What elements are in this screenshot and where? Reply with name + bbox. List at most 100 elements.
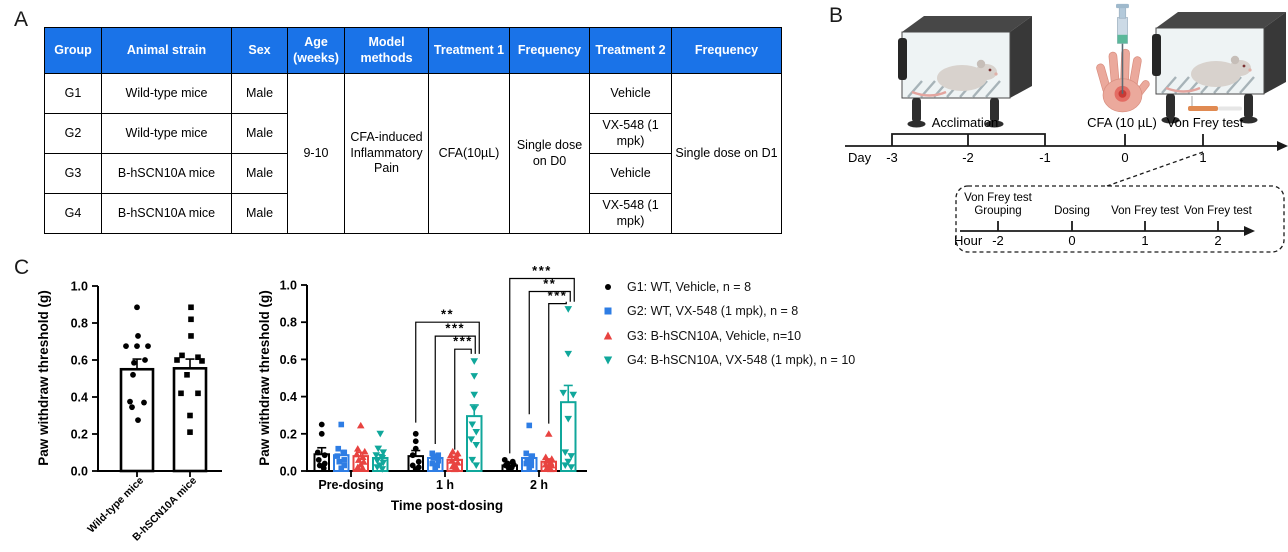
significance-bracket: [454, 348, 472, 450]
chart-text: 0.8: [71, 317, 88, 331]
cell-age: 9-10: [287, 73, 345, 234]
day-tick: -2: [962, 150, 974, 165]
hour-event-vf0: Von Frey test: [964, 192, 1033, 204]
significance-stars: ***: [532, 263, 552, 278]
chart-text: 1.0: [71, 280, 88, 294]
significance-stars: ***: [453, 334, 473, 349]
hour-tick: 0: [1068, 233, 1075, 248]
cell-treatment2: Vehicle: [589, 153, 672, 194]
cell-group: G3: [44, 153, 102, 194]
table-row-g2: G2 Wild-type mice Male VX-548 (1 mpk): [44, 113, 782, 154]
significance-stars: ***: [548, 288, 568, 303]
cell-sex: Male: [231, 113, 288, 154]
hour-tick: 1: [1141, 233, 1148, 248]
x-axis-label: Time post-dosing: [391, 498, 503, 513]
x-category-label: Wild-type mice: [85, 475, 146, 536]
hour-event-grouping: Grouping: [974, 205, 1021, 217]
cell-sex: Male: [231, 193, 288, 234]
significance-bracket: [528, 290, 571, 415]
hour-timeline: Von Frey test Grouping Dosing Von Frey t…: [964, 192, 1253, 217]
square-marker-icon: [604, 307, 612, 315]
cell-sex: Male: [231, 153, 288, 194]
chart-text: 0.6: [71, 354, 88, 368]
legend-item-g2: G2: WT, VX-548 (1 mpk), n = 8: [601, 304, 855, 319]
cell-strain: Wild-type mice: [101, 113, 232, 154]
cell-model: CFA-induced Inflammatory Pain: [344, 73, 429, 234]
cell-group: G4: [44, 193, 102, 234]
triangle-down-marker-icon: [603, 356, 613, 365]
chart-text: 0.4: [71, 391, 88, 405]
hour-event-dosing: Dosing: [1054, 205, 1090, 217]
bars-layer: [313, 306, 578, 473]
day-tick: 0: [1121, 150, 1128, 165]
cfa-label: CFA (10 µL): [1087, 115, 1157, 130]
day-timeline: [845, 133, 1288, 151]
legend-label: G1: WT, Vehicle, n = 8: [627, 279, 752, 294]
table-header-row: Group Animal strain Sex Age (weeks) Mode…: [44, 27, 782, 74]
significance-stars: ***: [445, 321, 465, 336]
cell-strain: B-hSCN10A mice: [101, 193, 232, 234]
cell-treatment2: VX-548 (1 mpk): [589, 193, 672, 234]
chart-text: 0.6: [280, 353, 297, 367]
header-group: Group: [44, 27, 102, 74]
table-row-g1: G1 Wild-type mice Male 9-10 CFA-induced …: [44, 73, 782, 234]
x-category-label: 1 h: [436, 478, 454, 492]
chart-text: 1.0: [280, 279, 297, 293]
day-axis-label: Day: [848, 150, 872, 165]
hour-event-vf2: Von Frey test: [1184, 205, 1253, 217]
day-tick: -1: [1039, 150, 1051, 165]
legend-label: G4: B-hSCN10A, VX-548 (1 mpk), n = 10: [627, 353, 856, 367]
hour-axis-label: Hour: [954, 233, 983, 248]
header-frequency2: Frequency: [671, 27, 782, 74]
significance-bracket: [434, 335, 476, 445]
significance-bracket: [548, 301, 567, 424]
legend-item-g1: G1: WT, Vehicle, n = 8: [601, 279, 855, 294]
x-category-label: Pre-dosing: [318, 478, 383, 492]
panel-c-label: C: [14, 256, 30, 279]
bar: [172, 367, 208, 473]
hour-tick: -2: [992, 233, 1004, 248]
chart-text: 0.4: [280, 390, 297, 404]
study-design-table: Group Animal strain Sex Age (weeks) Mode…: [44, 27, 782, 234]
triangle-up-marker-icon: [603, 331, 613, 339]
acclimation-label: Acclimation: [932, 115, 998, 130]
legend-item-g4: G4: B-hSCN10A, VX-548 (1 mpk), n = 10: [601, 353, 855, 368]
significance-bracket: [415, 321, 480, 423]
significance-brackets-layer: ****************: [415, 263, 575, 454]
header-sex: Sex: [231, 27, 288, 74]
significance-bracket: [509, 277, 575, 454]
chart-text: 0.0: [71, 465, 88, 479]
von-frey-chamber-illustration: [1150, 10, 1288, 125]
timeline-connector: [1106, 151, 1204, 187]
significance-stars: **: [441, 307, 454, 322]
panel-a-label: A: [14, 8, 29, 31]
cell-strain: B-hSCN10A mice: [101, 153, 232, 194]
legend-item-g3: G3: B-hSCN10A, Vehicle, n=10: [601, 328, 855, 343]
header-age: Age (weeks): [287, 27, 345, 74]
cell-treatment1: CFA(10µL): [428, 73, 510, 234]
table-row-g3: G3 B-hSCN10A mice Male Vehicle: [44, 153, 782, 194]
chart-text: 0.8: [280, 316, 297, 330]
acclimation-chamber-illustration: [896, 14, 1034, 129]
legend-label: G3: B-hSCN10A, Vehicle, n=10: [627, 328, 802, 343]
cell-strain: Wild-type mice: [101, 73, 232, 114]
panel-b-label: B: [829, 4, 844, 27]
cell-sex: Male: [231, 73, 288, 114]
significance-stars: **: [543, 276, 556, 291]
chart-text: 0.0: [280, 465, 297, 479]
cell-treatment2: Vehicle: [589, 73, 672, 114]
cell-treatment2: VX-548 (1 mpk): [589, 113, 672, 154]
legend-label: G2: WT, VX-548 (1 mpk), n = 8: [627, 304, 799, 318]
day-tick: -3: [886, 150, 898, 165]
x-category-label: 2 h: [530, 478, 548, 492]
header-treatment1: Treatment 1: [428, 27, 510, 74]
cell-group: G1: [44, 73, 102, 114]
y-axis-label: Paw withdraw threshold (g): [257, 290, 272, 466]
hour-event-vf1: Von Frey test: [1111, 205, 1180, 217]
circle-marker-icon: [605, 283, 611, 290]
chart-text: 0.2: [280, 427, 297, 441]
chart-legend: G1: WT, Vehicle, n = 8 G2: WT, VX-548 (1…: [601, 279, 855, 368]
y-axis-label: Paw withdraw threshold (g): [36, 290, 51, 466]
